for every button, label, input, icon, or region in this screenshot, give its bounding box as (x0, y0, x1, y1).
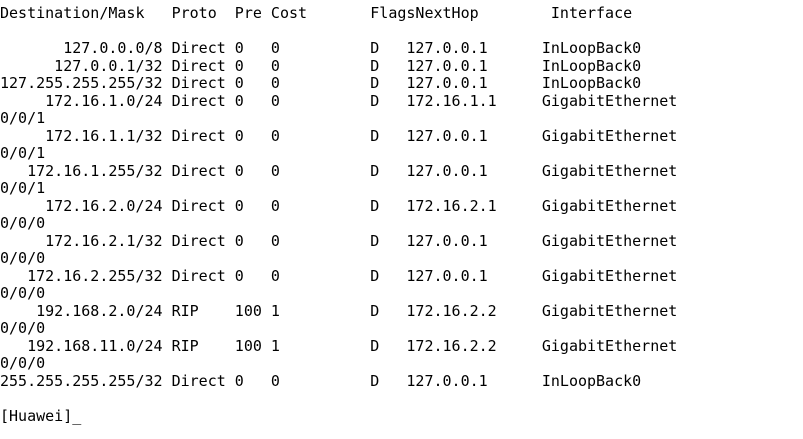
route-row: 127.0.0.1/32 Direct 0 0 D 127.0.0.1 InLo… (0, 56, 642, 75)
route-row: 172.16.2.255/32 Direct 0 0 D 127.0.0.1 G… (0, 266, 678, 285)
blank-line (0, 23, 803, 41)
terminal-output: Destination/Mask Proto Pre Cost FlagsNex… (0, 4, 803, 426)
route-row-wrapped-interface: 0/0/0 (0, 214, 46, 232)
route-row: 255.255.255.255/32 Direct 0 0 D 127.0.0.… (0, 371, 642, 390)
route-row-wrapped-interface: 0/0/0 (0, 319, 46, 337)
route-row: 192.168.2.0/24 RIP 100 1 D 172.16.2.2 Gi… (0, 301, 678, 320)
route-row-wrapped-interface: 0/0/0 (0, 354, 46, 372)
route-row: 192.168.11.0/24 RIP 100 1 D 172.16.2.2 G… (0, 336, 678, 355)
prompt-line[interactable]: [Huawei]_ (0, 406, 803, 426)
route-row-wrapped-interface: 0/0/1 (0, 144, 46, 162)
route-row-wrapped-interface: 0/0/1 (0, 179, 46, 197)
route-row-wrapped-interface: 0/0/0 (0, 284, 46, 302)
route-row: 172.16.2.0/24 Direct 0 0 D 172.16.2.1 Gi… (0, 196, 678, 215)
route-row: 172.16.1.0/24 Direct 0 0 D 172.16.1.1 Gi… (0, 91, 678, 110)
route-row: 172.16.1.1/32 Direct 0 0 D 127.0.0.1 Gig… (0, 126, 678, 145)
text-cursor: _ (72, 406, 82, 425)
route-row: 127.0.0.0/8 Direct 0 0 D 127.0.0.1 InLoo… (0, 39, 642, 57)
route-row: 172.16.2.1/32 Direct 0 0 D 127.0.0.1 Gig… (0, 231, 678, 250)
route-row: 172.16.1.255/32 Direct 0 0 D 127.0.0.1 G… (0, 161, 678, 180)
table-header-row: Destination/Mask Proto Pre Cost FlagsNex… (0, 4, 633, 22)
route-row-wrapped-interface: 0/0/1 (0, 109, 46, 127)
route-row: 127.255.255.255/32 Direct 0 0 D 127.0.0.… (0, 74, 642, 92)
blank-line (0, 390, 803, 408)
route-row-wrapped-interface: 0/0/0 (0, 249, 46, 267)
shell-prompt: [Huawei] (0, 406, 73, 425)
